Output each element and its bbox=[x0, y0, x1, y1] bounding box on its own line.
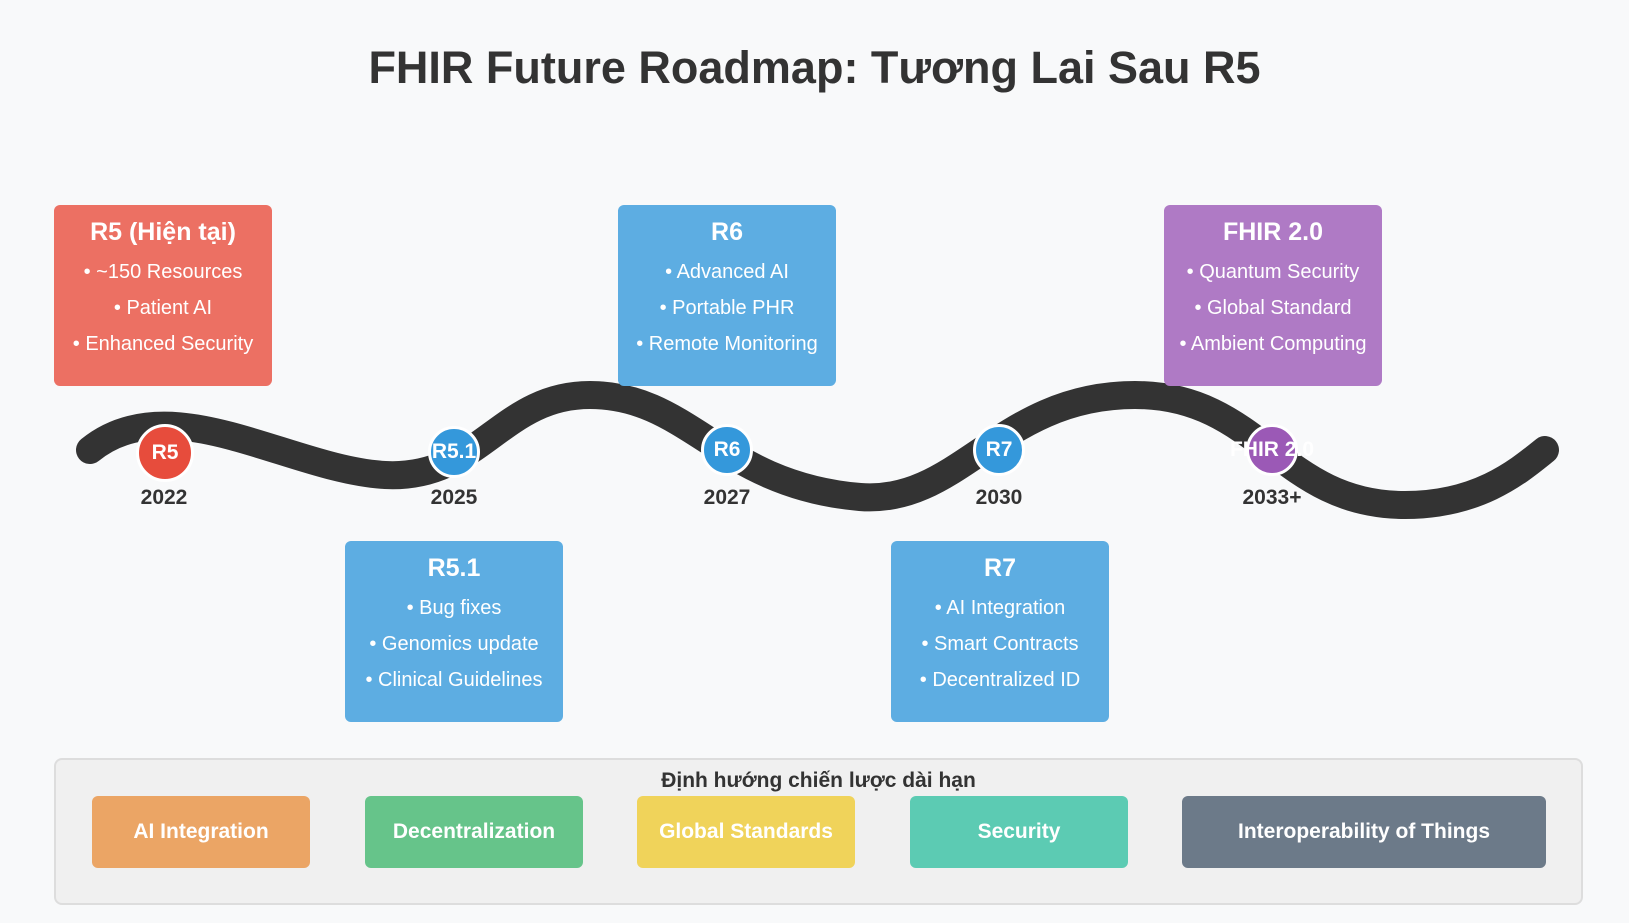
milestone-feature: • Bug fixes bbox=[406, 597, 502, 619]
milestone-year: 2027 bbox=[703, 486, 751, 509]
milestone-year: 2030 bbox=[975, 486, 1023, 509]
milestone-feature: • Quantum Security bbox=[1186, 261, 1360, 283]
milestone-feature: • AI Integration bbox=[934, 597, 1066, 619]
strategy-pill-ai-integration: AI Integration bbox=[92, 796, 310, 868]
milestone-node-r6: R6 bbox=[701, 424, 753, 476]
milestone-node-r5: R5 bbox=[136, 424, 194, 482]
milestone-card-title: R5 (Hiện tại) bbox=[90, 218, 236, 246]
milestone-card-title: R5.1 bbox=[427, 554, 481, 582]
milestone-year: 2022 bbox=[140, 486, 188, 509]
page-title: FHIR Future Roadmap: Tương Lai Sau R5 bbox=[368, 42, 1261, 93]
milestone-feature: • ~150 Resources bbox=[83, 261, 243, 283]
milestone-feature: • Ambient Computing bbox=[1179, 333, 1367, 355]
milestone-feature: • Clinical Guidelines bbox=[365, 669, 543, 691]
milestone-node-r5-1: R5.1 bbox=[428, 426, 480, 478]
strategy-pill-interoperability-of-things: Interoperability of Things bbox=[1182, 796, 1546, 868]
strategy-title: Định hướng chiến lược dài hạn bbox=[661, 769, 976, 792]
milestone-feature: • Global Standard bbox=[1194, 297, 1352, 319]
milestone-year: 2033+ bbox=[1242, 486, 1302, 509]
milestone-card-r6: R6 • Advanced AI • Portable PHR • Remote… bbox=[618, 205, 836, 386]
milestone-year: 2025 bbox=[430, 486, 478, 509]
milestone-card-r5: R5 (Hiện tại) • ~150 Resources • Patient… bbox=[54, 205, 272, 386]
milestone-card-title: R7 bbox=[984, 554, 1016, 582]
milestone-feature: • Portable PHR bbox=[659, 297, 795, 319]
milestone-feature: • Patient AI bbox=[113, 297, 213, 319]
milestone-card-r7: R7 • AI Integration • Smart Contracts • … bbox=[891, 541, 1109, 722]
strategy-pill-decentralization: Decentralization bbox=[365, 796, 583, 868]
milestone-feature: • Smart Contracts bbox=[921, 633, 1079, 655]
strategy-pill-global-standards: Global Standards bbox=[637, 796, 855, 868]
milestone-node-r7: R7 bbox=[973, 424, 1025, 476]
strategy-panel: Định hướng chiến lược dài hạn AI Integra… bbox=[54, 758, 1583, 905]
milestone-feature: • Remote Monitoring bbox=[636, 333, 818, 355]
milestone-feature: • Decentralized ID bbox=[919, 669, 1081, 691]
milestone-node-fhir-2-0: FHIR 2.0 bbox=[1230, 424, 1314, 476]
milestone-card-title: R6 bbox=[711, 218, 743, 246]
milestone-feature: • Advanced AI bbox=[665, 261, 789, 283]
road-path bbox=[76, 380, 1559, 520]
milestone-card-fhir-2-0: FHIR 2.0 • Quantum Security • Global Sta… bbox=[1164, 205, 1382, 386]
milestone-card-r5-1: R5.1 • Bug fixes • Genomics update • Cli… bbox=[345, 541, 563, 722]
milestone-feature: • Enhanced Security bbox=[72, 333, 254, 355]
milestone-feature: • Genomics update bbox=[369, 633, 539, 655]
milestone-card-title: FHIR 2.0 bbox=[1222, 218, 1324, 246]
strategy-pill-security: Security bbox=[910, 796, 1128, 868]
